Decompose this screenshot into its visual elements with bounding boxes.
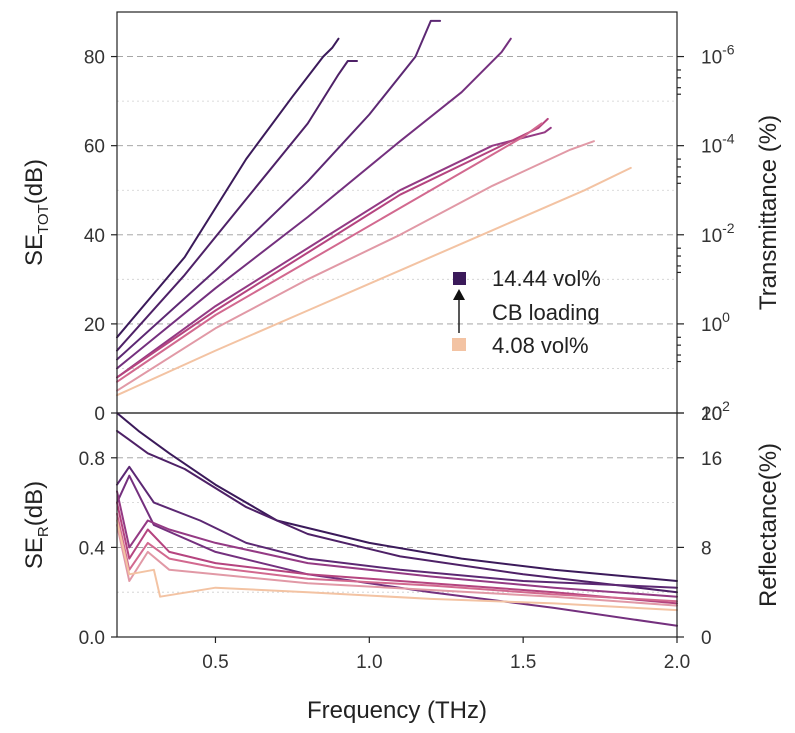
se-r-series-2 bbox=[116, 429, 678, 594]
right-tick-label: 10-6 bbox=[701, 42, 735, 69]
y-tick-label: 80 bbox=[84, 48, 105, 69]
se-tot-series-9 bbox=[116, 166, 632, 397]
legend-swatch-high bbox=[453, 272, 466, 285]
y-tick-label: 0.8 bbox=[79, 449, 105, 470]
se-r-series-4 bbox=[116, 474, 678, 627]
right-tick-label: 20 bbox=[701, 404, 722, 425]
se-tot-series-8 bbox=[116, 140, 595, 392]
legend-high-label: 14.44 vol% bbox=[492, 266, 601, 291]
right-tick-label: 102 bbox=[701, 398, 730, 425]
transmittance-axis-label: Transmittance (%) bbox=[755, 115, 782, 310]
y-tick-label: 60 bbox=[84, 137, 105, 158]
legend: 14.44 vol% CB loading 4.08 vol% bbox=[452, 266, 601, 358]
se-r-series-9 bbox=[116, 519, 678, 612]
right-tick-label: 10-4 bbox=[701, 131, 735, 158]
se-tot-series-5 bbox=[116, 126, 552, 379]
se-tot-series-2 bbox=[116, 60, 358, 352]
x-axis-label: Frequency (THz) bbox=[307, 697, 487, 724]
se-r-series-7 bbox=[116, 512, 678, 603]
right-tick-label: 10-2 bbox=[701, 220, 735, 247]
x-tick-label: 2.0 bbox=[664, 652, 690, 673]
se-r-series-8 bbox=[116, 524, 678, 607]
se-tot-series-7 bbox=[116, 122, 543, 383]
x-tick-label: 0.5 bbox=[202, 652, 228, 673]
reflection-panel: 0.0 0.4 0.8 0 8 16 20 0.5 1.0 1.5 2.0 SER(dB) Reflec… bbox=[21, 404, 782, 673]
x-tick-label: 1.5 bbox=[510, 652, 536, 673]
y-tick-label: 0.0 bbox=[79, 628, 105, 649]
se-r-series-3 bbox=[116, 465, 678, 589]
y-tick-label: 0.4 bbox=[79, 538, 106, 559]
right-tick-label: 0 bbox=[701, 628, 712, 649]
right-tick-label: 16 bbox=[701, 449, 722, 470]
legend-arrow-head bbox=[453, 289, 465, 300]
plot-frame bbox=[116, 11, 678, 414]
se-tot-axis-label: SETOT(dB) bbox=[21, 159, 52, 266]
se-r-axis-label: SER(dB) bbox=[21, 481, 52, 569]
se-tot-series-6 bbox=[116, 117, 549, 379]
se-r-series-5 bbox=[116, 490, 678, 598]
legend-low-label: 4.08 vol% bbox=[492, 333, 589, 358]
se-r-series-6 bbox=[116, 501, 678, 605]
y-tick-label: 40 bbox=[84, 226, 105, 247]
y-tick-label: 0 bbox=[94, 404, 105, 425]
legend-swatch-low bbox=[452, 338, 466, 351]
plot-frame bbox=[116, 412, 678, 638]
x-tick-label: 1.0 bbox=[356, 652, 382, 673]
se-tot-series-1 bbox=[116, 37, 340, 339]
se-tot-series-4 bbox=[116, 37, 512, 370]
right-tick-label: 100 bbox=[701, 309, 730, 336]
legend-middle-label: CB loading bbox=[492, 300, 600, 325]
y-tick-label: 20 bbox=[84, 315, 105, 336]
reflectance-axis-label: Reflectance(%) bbox=[755, 443, 782, 607]
right-tick-label: 8 bbox=[701, 538, 712, 559]
transmission-panel: 0 20 40 60 80 102 100 10-2 10-4 10-6 SETOT(dB) Tran… bbox=[21, 11, 782, 425]
se-tot-series-3 bbox=[116, 19, 442, 361]
